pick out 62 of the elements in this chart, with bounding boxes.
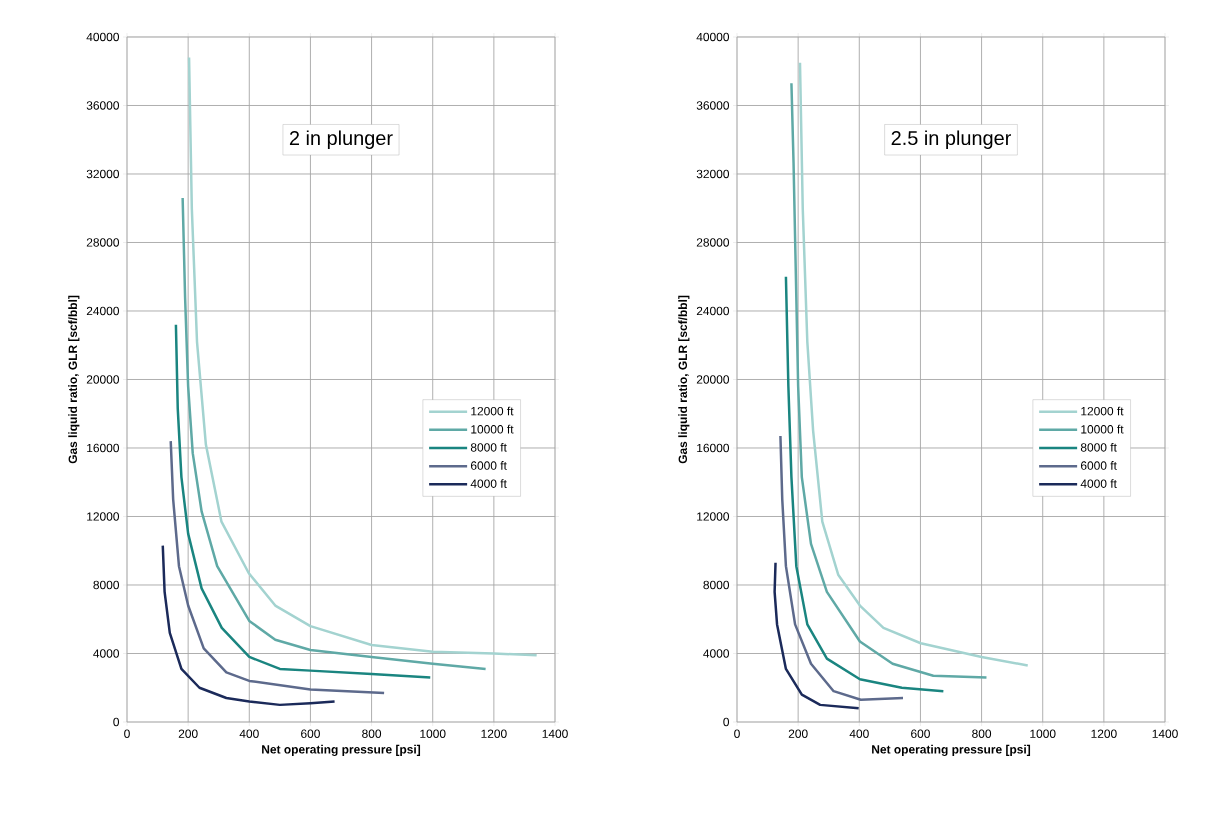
- line-series: [169, 439, 386, 695]
- y-tick-label: 40000: [86, 32, 120, 42]
- x-axis-title: Net operating pressure [psi]: [262, 744, 421, 757]
- legend-label: 12000 ft: [1081, 406, 1124, 416]
- x-tick-label: 400: [239, 729, 259, 738]
- y-tick-label: 36000: [86, 101, 120, 110]
- y-tick-label: 8000: [93, 580, 120, 590]
- y-tick-label: 4000: [703, 649, 730, 658]
- y-tick-label: 32000: [86, 169, 120, 179]
- x-tick-label: 1000: [420, 729, 446, 738]
- legend-label: 8000 ft: [1080, 442, 1117, 452]
- y-tick-label: 40000: [696, 32, 730, 42]
- x-tick-label: 1400: [542, 729, 568, 738]
- legend-label: 4000 ft: [1080, 479, 1117, 488]
- line-series: [174, 323, 432, 679]
- legend-label: 12000 ft: [471, 406, 514, 416]
- line-series: [779, 434, 905, 701]
- y-tick-label: 36000: [696, 101, 730, 110]
- x-tick-label: 600: [911, 729, 930, 738]
- x-tick-label: 1200: [481, 729, 507, 738]
- y-axis-title: Gas liquid ratio, GLR [scf/bbl]: [68, 295, 80, 464]
- y-tick-label: 16000: [697, 443, 730, 453]
- line-series: [798, 61, 1029, 667]
- line-series: [187, 56, 538, 657]
- y-tick-label: 0: [113, 717, 120, 727]
- y-axis-title: Gas liquid ratio, GLR [scf/bbl]: [678, 295, 690, 464]
- x-tick-label: 1000: [1030, 729, 1056, 738]
- y-tick-label: 0: [723, 717, 730, 727]
- x-tick-label: 400: [849, 729, 869, 738]
- y-tick-label: 28000: [696, 238, 730, 247]
- x-tick-label: 600: [301, 729, 320, 738]
- legend-label: 6000 ft: [1080, 461, 1117, 470]
- y-tick-label: 32000: [696, 169, 730, 179]
- x-tick-label: 800: [362, 729, 382, 738]
- y-tick-label: 20000: [86, 375, 120, 384]
- y-tick-label: 12000: [87, 512, 120, 521]
- y-tick-label: 4000: [93, 649, 120, 658]
- x-tick-label: 200: [788, 729, 808, 738]
- x-tick-label: 1200: [1091, 729, 1117, 738]
- x-tick-label: 0: [124, 729, 130, 738]
- line-series: [773, 561, 860, 710]
- y-tick-label: 12000: [697, 512, 730, 521]
- line-series: [784, 275, 945, 693]
- y-tick-label: 16000: [87, 443, 120, 453]
- x-tick-label: 200: [178, 729, 198, 738]
- x-tick-label: 0: [734, 729, 740, 738]
- y-tick-label: 24000: [696, 306, 730, 316]
- x-tick-label: 800: [972, 729, 992, 738]
- text: 2 in plunger: [289, 130, 393, 150]
- y-tick-label: 20000: [696, 375, 730, 384]
- x-tick-label: 1400: [1152, 729, 1178, 738]
- legend-label: 6000 ft: [470, 461, 507, 470]
- y-tick-label: 28000: [86, 238, 120, 247]
- legend-label: 8000 ft: [470, 442, 507, 452]
- text: 2.5 in plunger: [891, 130, 1012, 150]
- y-tick-label: 24000: [86, 306, 120, 316]
- y-tick-label: 8000: [703, 580, 730, 590]
- line-series: [161, 544, 336, 707]
- x-axis-title: Net operating pressure [psi]: [872, 744, 1031, 757]
- legend-label: 4000 ft: [470, 479, 507, 488]
- legend-label: 10000 ft: [471, 424, 514, 434]
- legend-label: 10000 ft: [1081, 424, 1124, 434]
